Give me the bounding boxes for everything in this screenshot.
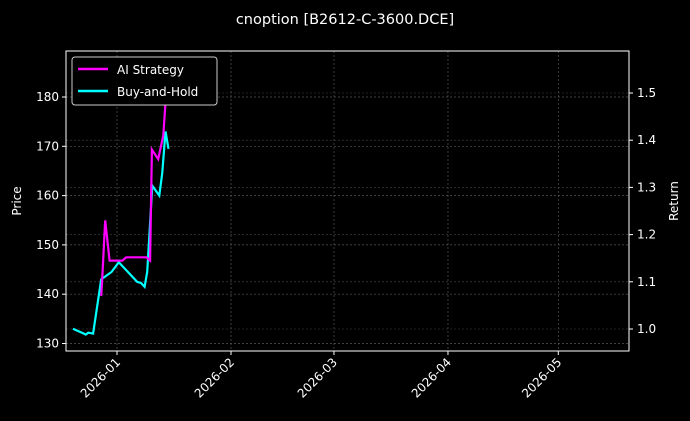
y-tick-label: 170 — [36, 139, 59, 153]
series-line-buy-and-hold — [72, 131, 170, 336]
y2-tick-label: 1.0 — [637, 322, 656, 336]
plot-frame — [65, 50, 630, 352]
y-tick-label: 160 — [36, 189, 59, 203]
y-tick-label: 130 — [36, 337, 59, 351]
y2-tick-label: 1.2 — [637, 228, 656, 242]
legend-label-buy-and-hold: Buy-and-Hold — [117, 85, 198, 99]
y-tick-label: 180 — [36, 90, 59, 104]
y2-tick-label: 1.1 — [637, 275, 656, 289]
plot-lines — [72, 69, 170, 336]
y-axis-left-label: Price — [10, 186, 24, 215]
y-axis-right-label: Return — [667, 181, 681, 221]
y-axis-right: 1.0 1.1 1.2 1.3 1.4 1.5 — [629, 86, 656, 336]
y-axis-left: 130 140 150 160 170 180 — [36, 90, 66, 351]
y2-tick-label: 1.4 — [637, 133, 656, 147]
y2-tick-label: 1.5 — [637, 86, 656, 100]
legend: AI Strategy Buy-and-Hold — [71, 56, 218, 106]
y-tick-label: 150 — [36, 238, 59, 252]
y2-tick-label: 1.3 — [637, 180, 656, 194]
legend-label-ai-strategy: AI Strategy — [117, 63, 184, 77]
legend-box — [71, 56, 218, 106]
chart-title: cnoption [B2612-C-3600.DCE] — [236, 12, 454, 28]
series-line-ai-strategy — [100, 69, 169, 297]
y-tick-label: 140 — [36, 287, 59, 301]
